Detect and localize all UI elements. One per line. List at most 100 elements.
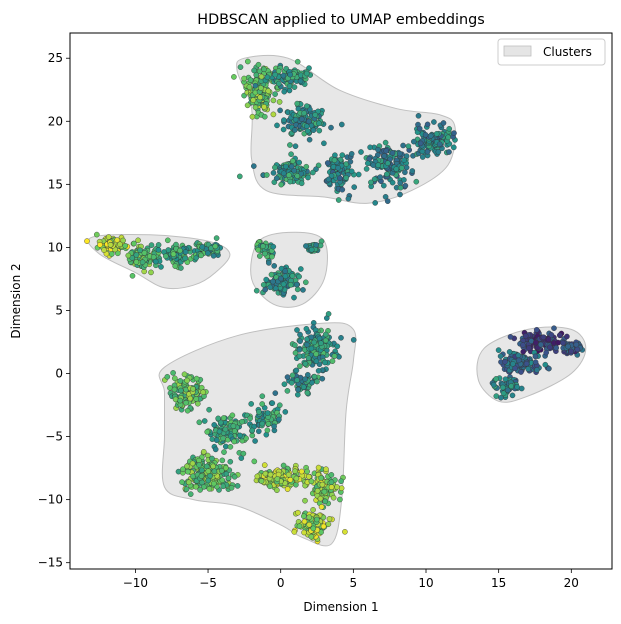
data-point xyxy=(321,488,328,495)
data-point xyxy=(313,242,319,248)
data-point xyxy=(301,518,308,525)
data-point xyxy=(287,142,293,148)
data-point xyxy=(231,428,238,434)
data-point xyxy=(304,341,310,348)
data-point xyxy=(274,487,280,494)
data-point xyxy=(231,438,237,445)
data-point xyxy=(450,144,457,151)
data-point xyxy=(204,250,211,256)
data-point xyxy=(237,64,244,70)
data-point xyxy=(178,265,184,271)
data-point xyxy=(250,97,256,103)
data-point xyxy=(313,351,319,357)
data-point xyxy=(277,275,284,282)
data-point xyxy=(199,244,206,250)
data-point xyxy=(206,406,212,413)
y-tick-label: 25 xyxy=(48,51,63,65)
data-point xyxy=(445,134,452,141)
data-point xyxy=(291,294,297,301)
data-point xyxy=(267,483,273,490)
data-point xyxy=(372,200,379,206)
data-point xyxy=(512,365,518,372)
data-point xyxy=(286,172,292,178)
data-point xyxy=(288,151,294,157)
data-point xyxy=(84,238,90,244)
data-point xyxy=(272,91,278,97)
data-point xyxy=(384,198,391,204)
data-point xyxy=(440,120,447,126)
data-point xyxy=(264,410,271,416)
data-point xyxy=(247,415,253,422)
data-point xyxy=(314,378,320,385)
data-point xyxy=(293,281,300,288)
data-point xyxy=(285,471,292,478)
data-point xyxy=(370,162,377,168)
data-point xyxy=(108,251,115,257)
data-point xyxy=(275,68,282,74)
data-point xyxy=(259,401,266,407)
data-point xyxy=(254,473,261,480)
data-point xyxy=(331,353,338,359)
data-point xyxy=(280,126,287,133)
data-point xyxy=(282,409,289,415)
data-point xyxy=(523,360,530,367)
data-point xyxy=(382,139,389,146)
data-point xyxy=(348,150,355,157)
data-point xyxy=(533,339,539,346)
data-point xyxy=(320,523,327,530)
data-point xyxy=(135,237,141,244)
data-point xyxy=(538,341,544,348)
data-point xyxy=(321,140,327,147)
legend-swatch xyxy=(503,45,532,57)
data-point xyxy=(227,443,234,450)
data-point xyxy=(272,390,279,396)
data-point xyxy=(525,366,532,372)
data-point xyxy=(393,166,400,172)
data-point xyxy=(313,358,320,365)
data-point xyxy=(436,141,443,147)
data-point xyxy=(310,525,317,532)
data-point xyxy=(415,113,422,119)
data-point xyxy=(490,381,497,388)
data-point xyxy=(292,342,298,349)
data-point xyxy=(515,352,522,359)
data-point xyxy=(297,363,303,369)
data-point xyxy=(193,396,199,402)
data-point xyxy=(377,174,384,180)
data-point xyxy=(397,180,404,186)
data-point xyxy=(261,104,267,110)
data-point xyxy=(291,84,298,90)
data-point xyxy=(172,263,178,269)
data-point xyxy=(256,409,262,415)
data-point xyxy=(204,429,210,435)
data-point xyxy=(297,266,304,272)
data-point xyxy=(271,423,277,430)
data-point xyxy=(275,80,282,87)
data-point xyxy=(355,171,362,178)
data-point xyxy=(319,481,326,488)
data-point xyxy=(334,484,340,490)
data-point xyxy=(253,287,260,294)
data-point xyxy=(249,113,256,120)
data-point xyxy=(303,163,310,170)
data-point xyxy=(306,136,313,143)
data-point xyxy=(294,100,301,107)
data-point xyxy=(389,150,396,156)
data-point xyxy=(170,251,177,257)
data-point xyxy=(298,180,305,187)
x-tick-label: −5 xyxy=(199,576,217,590)
data-point xyxy=(328,124,334,131)
data-point xyxy=(302,360,309,367)
data-point xyxy=(367,144,373,151)
data-point xyxy=(316,127,323,134)
data-point xyxy=(210,252,217,259)
data-point xyxy=(221,449,227,455)
data-point xyxy=(94,231,100,238)
data-point xyxy=(292,468,298,475)
data-point xyxy=(183,399,189,406)
data-point xyxy=(246,84,253,90)
data-point xyxy=(155,247,162,253)
data-point xyxy=(433,130,440,137)
data-point xyxy=(293,367,300,374)
